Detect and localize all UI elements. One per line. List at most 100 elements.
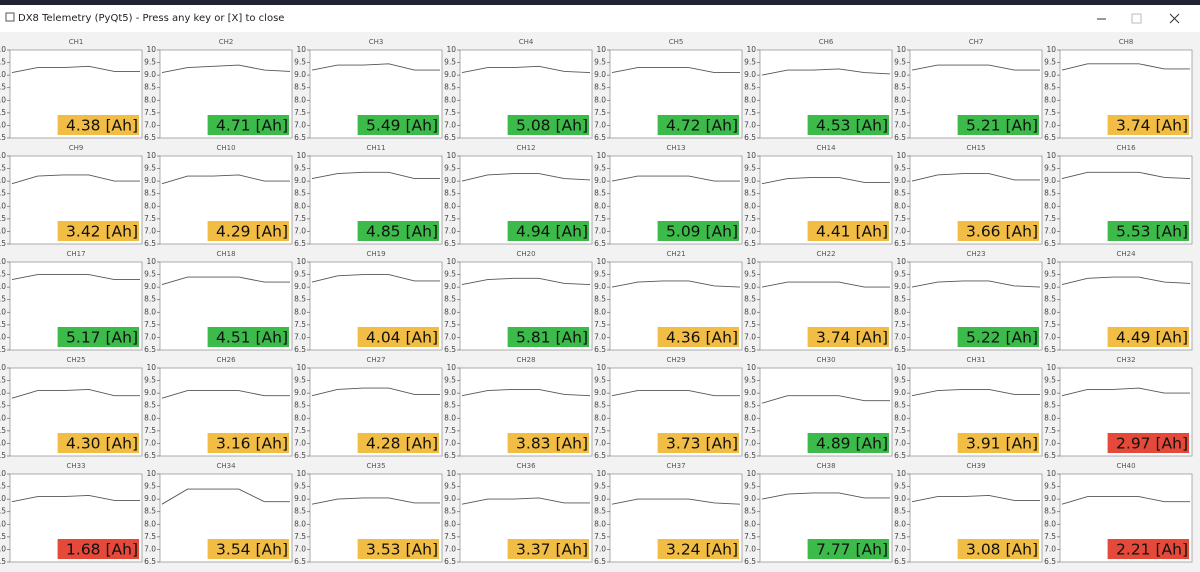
trace-line: [911, 280, 1041, 288]
y-tick-label: 10: [746, 363, 756, 372]
y-tick-label: 6.5: [594, 451, 606, 460]
capacity-label: 4.04 [Ah]: [366, 329, 438, 347]
capacity-label: 5.08 [Ah]: [516, 117, 588, 135]
y-tick-label: 7.0: [144, 332, 156, 341]
y-tick-label: 10: [146, 257, 156, 266]
y-tick-label: 6.5: [894, 133, 906, 142]
y-tick-label: 9.5: [1044, 58, 1056, 67]
capacity-label: 4.85 [Ah]: [366, 223, 438, 241]
y-tick-label: 6.5: [1044, 239, 1056, 248]
y-tick-label: 7.5: [444, 426, 456, 435]
y-tick-label: 8.0: [1044, 413, 1056, 422]
y-tick-label: 9.0: [594, 494, 606, 503]
capacity-label: 5.81 [Ah]: [516, 329, 588, 347]
y-tick-label: 7.0: [144, 120, 156, 129]
y-tick-label: 9.5: [444, 58, 456, 67]
y-tick-label: 9.0: [294, 282, 306, 291]
trace-line: [311, 63, 440, 71]
trace-line: [311, 171, 440, 180]
y-tick-label: 10: [596, 257, 606, 266]
y-tick-label: 9.5: [894, 270, 906, 279]
y-tick-label: 8.0: [144, 519, 156, 528]
trace-line: [911, 388, 1040, 397]
y-tick-label: 8.0: [594, 413, 606, 422]
status-badge: [207, 115, 289, 135]
status-badge: [357, 433, 439, 453]
y-tick-label: 9.5: [444, 270, 456, 279]
y-tick-label: 8.5: [444, 507, 456, 516]
trace-line: [1061, 63, 1190, 71]
y-tick-label: 9.5: [144, 482, 156, 491]
capacity-label: 4.89 [Ah]: [816, 435, 888, 453]
y-tick-label: 9.0: [1044, 494, 1056, 503]
capacity-label: 3.08 [Ah]: [966, 541, 1038, 559]
channel-plot: CH37 10 9.5 9.0 8.5 8.0 7.5 7.0 6.5 3.24 [Ah]: [594, 462, 743, 566]
channel-name: CH25: [66, 356, 85, 364]
y-tick-label: 7.0: [744, 544, 756, 553]
maximize-button[interactable]: [1131, 13, 1142, 24]
y-tick-label: 7.5: [594, 426, 606, 435]
y-tick-label: 6.5: [1044, 557, 1056, 566]
y-tick-label: 6.5: [0, 345, 6, 354]
y-tick-label: 8.0: [0, 307, 6, 316]
y-tick-label: 8.0: [294, 413, 306, 422]
channel-plot: CH35 10 9.5 9.0 8.5 8.0 7.5 7.0 6.5 3.53 [Ah]: [294, 462, 443, 566]
y-tick-label: 7.0: [294, 544, 306, 553]
y-tick-label: 7.0: [294, 120, 306, 129]
trace-line: [461, 497, 590, 505]
close-button[interactable]: [1169, 13, 1180, 24]
channel-name: CH9: [69, 144, 84, 152]
y-tick-label: 8.0: [144, 307, 156, 316]
y-tick-label: 8.5: [1044, 507, 1056, 516]
y-tick-label: 9.0: [144, 388, 156, 397]
y-tick-label: 8.5: [1044, 295, 1056, 304]
trace-line: [11, 174, 140, 185]
y-tick-label: 8.0: [0, 519, 6, 528]
taskbar-strip: [0, 0, 1200, 5]
y-tick-label: 7.5: [1044, 320, 1056, 329]
y-tick-label: 9.5: [894, 482, 906, 491]
y-tick-label: 7.0: [894, 226, 906, 235]
y-tick-label: 9.0: [0, 176, 6, 185]
y-tick-label: 9.5: [144, 270, 156, 279]
channel-name: CH11: [366, 144, 385, 152]
y-tick-label: 9.5: [594, 270, 606, 279]
channel-name: CH40: [1116, 462, 1135, 470]
y-tick-label: 10: [746, 469, 756, 478]
channel-plot: CH24 10 9.5 9.0 8.5 8.0 7.5 7.0 6.5 4.49 [Ah]: [1044, 250, 1193, 354]
y-tick-label: 10: [146, 469, 156, 478]
y-tick-label: 9.0: [744, 70, 756, 79]
capacity-label: 2.21 [Ah]: [1116, 541, 1188, 559]
y-tick-label: 7.5: [144, 214, 156, 223]
y-tick-label: 7.0: [144, 544, 156, 553]
y-tick-label: 9.5: [744, 376, 756, 385]
status-badge: [957, 115, 1039, 135]
window-title: DX8 Telemetry (PyQt5) - Press any key or…: [18, 13, 284, 24]
y-tick-label: 7.0: [1044, 544, 1056, 553]
channel-name: CH12: [516, 144, 535, 152]
capacity-label: 4.71 [Ah]: [216, 117, 288, 135]
y-tick-label: 7.5: [294, 532, 306, 541]
channel-plot: CH4 10 9.5 9.0 8.5 8.0 7.5 7.0 6.5 5.08 [Ah]: [444, 38, 593, 142]
y-tick-label: 9.5: [294, 270, 306, 279]
y-tick-label: 7.0: [744, 438, 756, 447]
y-tick-label: 10: [596, 469, 606, 478]
channel-name: CH5: [669, 38, 684, 46]
y-tick-label: 7.5: [744, 320, 756, 329]
y-tick-label: 10: [446, 45, 456, 54]
y-tick-label: 9.5: [0, 164, 6, 173]
y-tick-label: 9.0: [0, 70, 6, 79]
channel-plot: CH2 10 9.5 9.0 8.5 8.0 7.5 7.0 6.5 4.71 [Ah]: [144, 38, 293, 142]
y-tick-label: 7.5: [294, 214, 306, 223]
channel-plot: CH31 10 9.5 9.0 8.5 8.0 7.5 7.0 6.5 3.91 [Ah]: [894, 356, 1043, 460]
y-tick-label: 7.5: [894, 320, 906, 329]
y-tick-label: 7.0: [0, 332, 6, 341]
status-badge: [57, 433, 139, 453]
y-tick-label: 9.0: [294, 176, 306, 185]
channel-name: CH34: [216, 462, 236, 470]
y-tick-label: 6.5: [144, 345, 156, 354]
y-tick-label: 8.0: [444, 413, 456, 422]
y-tick-label: 10: [746, 45, 756, 54]
y-tick-label: 10: [296, 45, 306, 54]
y-tick-label: 7.5: [444, 532, 456, 541]
